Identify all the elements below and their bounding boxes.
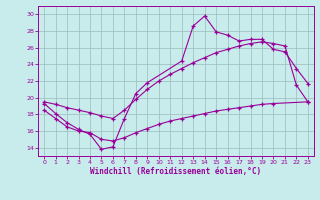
X-axis label: Windchill (Refroidissement éolien,°C): Windchill (Refroidissement éolien,°C) [91,167,261,176]
